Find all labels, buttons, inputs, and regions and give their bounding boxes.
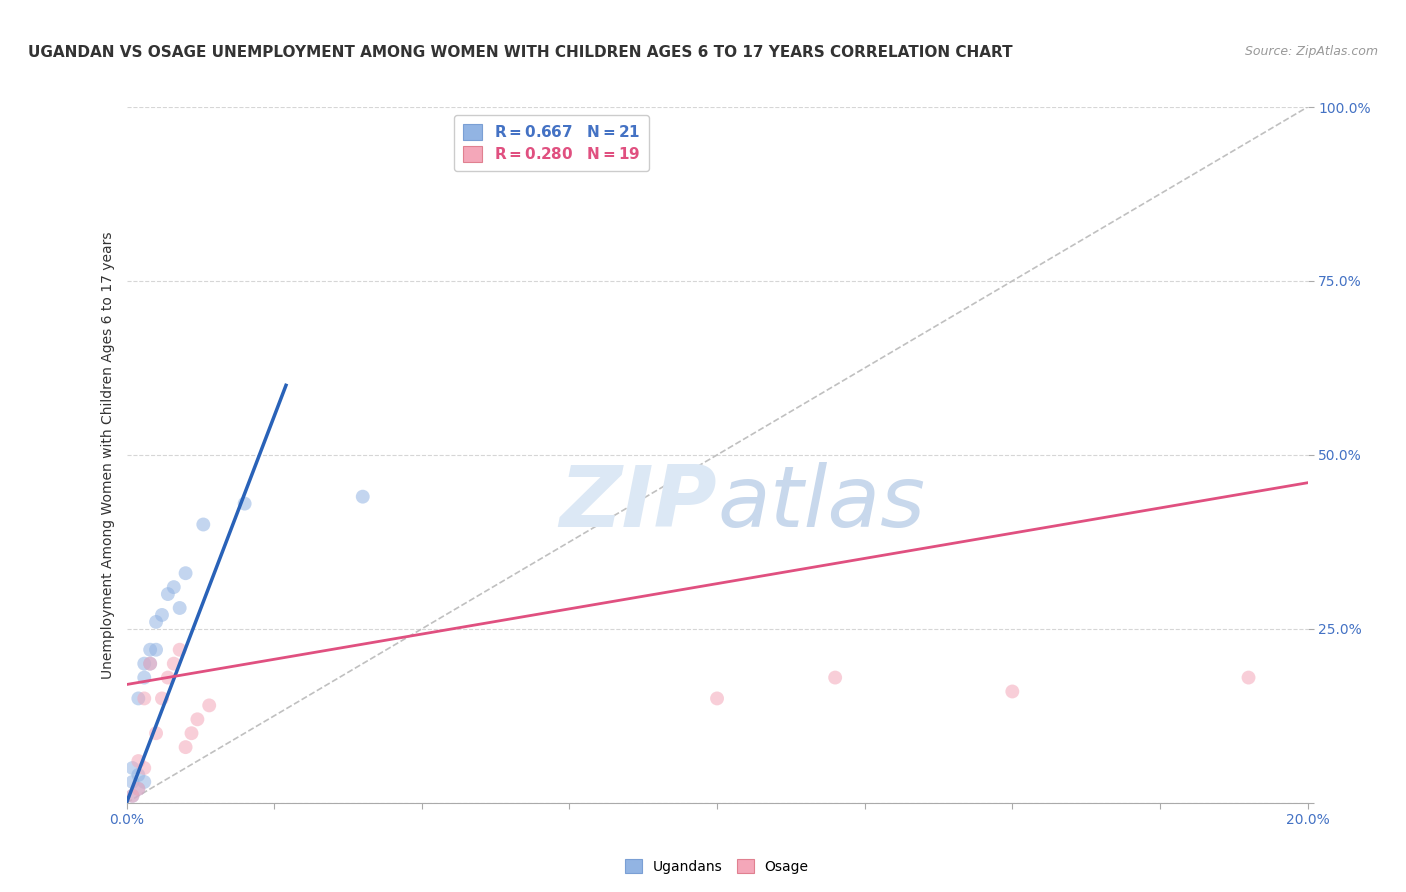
Point	[169, 601, 191, 615]
Point	[193, 517, 215, 532]
Point	[127, 754, 149, 768]
Point	[1237, 671, 1260, 685]
Legend: Ugandans, Osage: Ugandans, Osage	[620, 854, 814, 880]
Point	[186, 712, 208, 726]
Point	[134, 671, 156, 685]
Point	[121, 775, 143, 789]
Point	[824, 671, 846, 685]
Point	[139, 657, 162, 671]
Point	[174, 566, 197, 581]
Point	[198, 698, 221, 713]
Point	[180, 726, 202, 740]
Point	[127, 781, 149, 796]
Point	[127, 768, 149, 782]
Point	[169, 642, 191, 657]
Point	[139, 657, 162, 671]
Point	[174, 740, 197, 755]
Point	[121, 789, 143, 803]
Point	[145, 726, 167, 740]
Point	[145, 642, 167, 657]
Point	[127, 781, 149, 796]
Y-axis label: Unemployment Among Women with Children Ages 6 to 17 years: Unemployment Among Women with Children A…	[101, 231, 115, 679]
Point	[121, 789, 143, 803]
Point	[156, 671, 179, 685]
Text: UGANDAN VS OSAGE UNEMPLOYMENT AMONG WOMEN WITH CHILDREN AGES 6 TO 17 YEARS CORRE: UGANDAN VS OSAGE UNEMPLOYMENT AMONG WOME…	[28, 45, 1012, 60]
Text: atlas: atlas	[717, 462, 925, 545]
Point	[156, 587, 179, 601]
Point	[134, 657, 156, 671]
Point	[163, 580, 186, 594]
Point	[150, 607, 173, 622]
Point	[706, 691, 728, 706]
Point	[1001, 684, 1024, 698]
Point	[150, 691, 173, 706]
Text: Source: ZipAtlas.com: Source: ZipAtlas.com	[1244, 45, 1378, 58]
Point	[134, 775, 156, 789]
Point	[121, 761, 143, 775]
Point	[127, 691, 149, 706]
Point	[134, 691, 156, 706]
Point	[233, 497, 256, 511]
Point	[352, 490, 374, 504]
Point	[145, 615, 167, 629]
Point	[139, 642, 162, 657]
Text: ZIP: ZIP	[560, 462, 717, 545]
Point	[134, 761, 156, 775]
Point	[163, 657, 186, 671]
